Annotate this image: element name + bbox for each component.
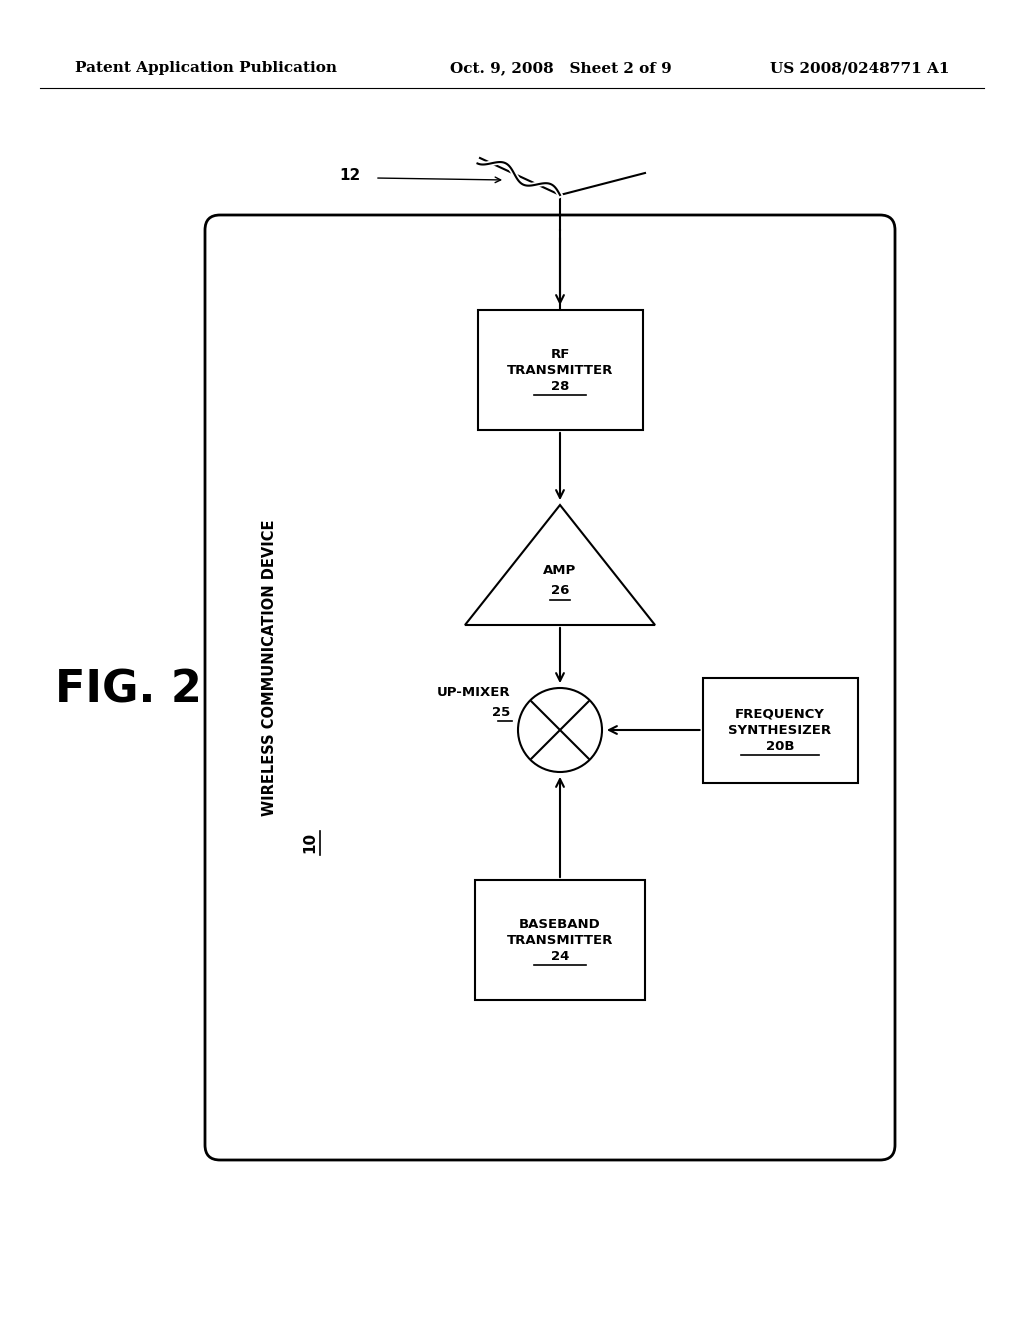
- Text: WIRELESS COMMUNICATION DEVICE: WIRELESS COMMUNICATION DEVICE: [262, 519, 278, 816]
- Text: FIG. 2: FIG. 2: [54, 668, 202, 711]
- Text: 10: 10: [302, 832, 317, 853]
- Text: SYNTHESIZER: SYNTHESIZER: [728, 723, 831, 737]
- Text: Patent Application Publication: Patent Application Publication: [75, 61, 337, 75]
- Text: RF: RF: [550, 347, 569, 360]
- Text: 25: 25: [492, 705, 510, 718]
- Text: BASEBAND: BASEBAND: [519, 917, 601, 931]
- Text: UP-MIXER: UP-MIXER: [436, 685, 510, 698]
- Polygon shape: [465, 506, 655, 624]
- Bar: [475, 880, 645, 1001]
- Text: Oct. 9, 2008   Sheet 2 of 9: Oct. 9, 2008 Sheet 2 of 9: [450, 61, 672, 75]
- FancyBboxPatch shape: [205, 215, 895, 1160]
- Text: AMP: AMP: [544, 564, 577, 577]
- Circle shape: [518, 688, 602, 772]
- Text: TRANSMITTER: TRANSMITTER: [507, 363, 613, 376]
- Text: FREQUENCY: FREQUENCY: [735, 708, 825, 721]
- Text: 20B: 20B: [766, 739, 795, 752]
- Text: 28: 28: [551, 380, 569, 392]
- Bar: [702, 677, 857, 783]
- Text: 26: 26: [551, 585, 569, 598]
- Text: 12: 12: [339, 168, 360, 182]
- Text: 24: 24: [551, 949, 569, 962]
- Text: TRANSMITTER: TRANSMITTER: [507, 933, 613, 946]
- Text: US 2008/0248771 A1: US 2008/0248771 A1: [770, 61, 950, 75]
- Bar: [477, 310, 642, 430]
